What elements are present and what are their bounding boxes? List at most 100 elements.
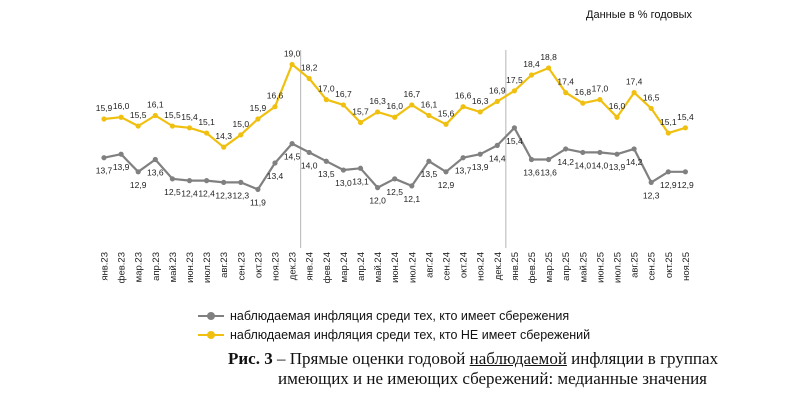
x-tick-label: ноя.25 <box>681 252 692 281</box>
data-label-without-savings: 15,9 <box>250 103 267 113</box>
data-label-with-savings: 13,7 <box>455 166 472 176</box>
data-point-without-savings <box>426 112 432 119</box>
x-tick-label: июн.23 <box>185 252 196 283</box>
data-point-without-savings <box>648 105 654 112</box>
data-point-without-savings <box>118 114 124 120</box>
x-tick-label: апр.24 <box>356 252 367 281</box>
data-label-with-savings: 12,1 <box>404 194 421 204</box>
data-point-without-savings <box>460 104 466 110</box>
data-label-without-savings: 16,3 <box>472 96 489 106</box>
data-point-without-savings <box>169 123 175 129</box>
legend-item-without-savings: наблюдаемая инфляция среди тех, кто НЕ и… <box>198 325 590 344</box>
data-label-with-savings: 13,5 <box>421 169 438 179</box>
data-point-with-savings <box>682 169 689 175</box>
data-point-with-savings <box>443 169 449 175</box>
data-label-without-savings: 16,0 <box>609 101 626 111</box>
data-label-with-savings: 12,3 <box>643 190 660 200</box>
data-label-without-savings: 16,8 <box>575 87 592 97</box>
data-labels: 13,7 13,912,913,612,5 12,4 12,4 12,3 12,311,9… <box>96 48 694 207</box>
data-point-without-savings <box>255 116 261 122</box>
data-label-with-savings: 13,9 <box>609 162 626 172</box>
x-tick-label: июл.25 <box>613 252 624 283</box>
x-tick-label: дек.23 <box>288 252 299 280</box>
data-label-without-savings: 16,5 <box>643 92 660 102</box>
data-label-without-savings: 18,2 <box>301 63 318 73</box>
data-label-with-savings: 14,0 <box>575 160 592 170</box>
data-label-with-savings: 13,5 <box>318 169 335 179</box>
data-label-without-savings: 15,4 <box>677 112 694 122</box>
data-point-without-savings <box>631 90 637 96</box>
data-label-with-savings: 15,4 <box>506 136 523 146</box>
data-point-without-savings <box>494 98 500 104</box>
data-point-with-savings <box>306 149 312 156</box>
legend-item-with-savings: наблюдаемая инфляция среди тех, кто имее… <box>198 306 590 325</box>
data-point-without-savings <box>563 90 569 96</box>
caption-line-2: имеющих и не имеющих сбережений: медианн… <box>278 369 707 388</box>
data-label-without-savings: 19,0 <box>284 48 301 58</box>
data-label-without-savings: 15,5 <box>130 110 147 120</box>
data-label-without-savings: 16,6 <box>267 91 284 101</box>
data-point-without-savings <box>306 75 312 82</box>
x-tick-label: сен.25 <box>647 252 658 281</box>
data-point-without-savings <box>409 102 415 108</box>
data-label-with-savings: 13,0 <box>335 178 352 188</box>
data-point-without-savings <box>204 130 210 136</box>
data-point-with-savings <box>614 151 620 157</box>
x-tick-label: июл.23 <box>202 252 213 283</box>
data-label-with-savings: 13,9 <box>113 162 130 172</box>
data-label-with-savings: 12,5 <box>164 187 181 197</box>
data-label-with-savings: 13,1 <box>352 176 369 186</box>
data-point-without-savings <box>135 123 141 129</box>
x-tick-label: янв.23 <box>100 252 111 281</box>
x-tick-label: авг.23 <box>219 252 230 278</box>
data-point-with-savings <box>494 142 500 148</box>
data-point-with-savings <box>392 176 398 182</box>
data-point-with-savings <box>409 183 415 189</box>
caption-text-before: – Прямые оценки годовой <box>272 349 470 368</box>
data-point-without-savings <box>614 114 620 120</box>
x-tick-label: мар.23 <box>134 252 145 282</box>
data-point-with-savings <box>546 156 552 163</box>
data-label-without-savings: 18,4 <box>523 59 540 69</box>
x-tick-label: янв.24 <box>305 252 316 281</box>
data-label-with-savings: 13,6 <box>147 167 164 177</box>
x-tick-label: май.23 <box>168 252 179 282</box>
data-label-with-savings: 12,5 <box>386 187 403 197</box>
x-tick-label: ноя.24 <box>476 252 487 281</box>
legend-label-without-savings: наблюдаемая инфляция среди тех, кто НЕ и… <box>230 327 591 342</box>
data-label-with-savings: 12,3 <box>233 190 250 200</box>
data-label-with-savings: 12,0 <box>369 196 386 206</box>
data-label-with-savings: 14,5 <box>284 152 301 162</box>
data-label-without-savings: 16,7 <box>335 89 352 99</box>
data-label-without-savings: 15,4 <box>181 112 198 122</box>
data-label-with-savings: 14,0 <box>301 160 318 170</box>
data-label-without-savings: 16,3 <box>369 96 386 106</box>
x-tick-label: мар.24 <box>339 252 350 282</box>
data-point-with-savings <box>460 155 466 161</box>
data-point-with-savings <box>340 167 346 173</box>
data-label-with-savings: 14,2 <box>557 157 574 167</box>
data-label-with-savings: 12,4 <box>198 189 215 199</box>
legend-label-with-savings: наблюдаемая инфляция среди тех, кто имее… <box>230 308 570 323</box>
data-label-without-savings: 16,0 <box>113 101 130 111</box>
x-tick-label: май.24 <box>373 252 384 282</box>
data-label-without-savings: 17,0 <box>592 84 609 94</box>
data-point-with-savings <box>152 156 158 163</box>
data-label-with-savings: 13,6 <box>540 167 557 177</box>
x-tick-label: июн.24 <box>390 252 401 283</box>
data-label-with-savings: 11,9 <box>250 197 266 207</box>
data-label-with-savings: 12,9 <box>660 180 677 190</box>
data-point-with-savings <box>597 149 603 156</box>
data-label-with-savings: 12,9 <box>130 180 147 190</box>
data-label-without-savings: 16,1 <box>421 99 438 109</box>
figure-caption: Рис. 3 – Прямые оценки годовой наблюдаем… <box>228 349 768 389</box>
data-point-with-savings <box>169 176 175 182</box>
data-point-without-savings <box>152 112 158 119</box>
data-label-with-savings: 13,4 <box>267 171 284 181</box>
data-label-without-savings: 17,4 <box>626 77 643 87</box>
data-label-without-savings: 15,7 <box>352 107 369 117</box>
figure-label: Рис. 3 <box>228 349 273 368</box>
data-label-without-savings: 16,9 <box>489 85 506 95</box>
data-label-without-savings: 14,3 <box>215 131 232 141</box>
data-point-without-savings <box>186 125 193 131</box>
